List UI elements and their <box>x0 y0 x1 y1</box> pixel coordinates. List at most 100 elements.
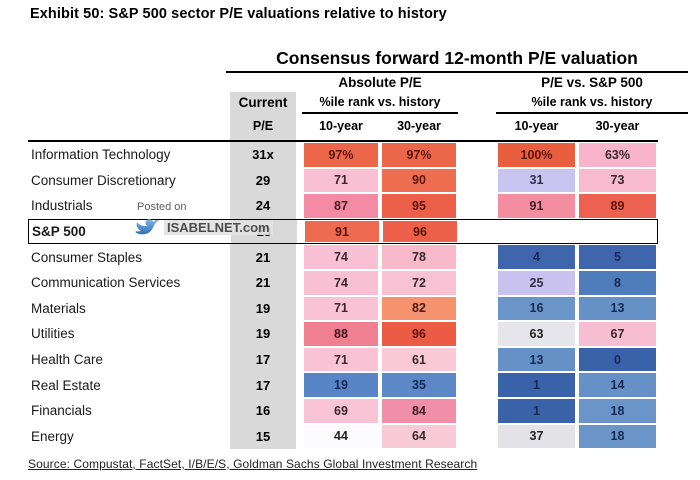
percentile-cell-abs-10y: 71 <box>304 168 378 193</box>
percentile-cell-rel-10y <box>499 220 576 243</box>
percentile-cell-abs-30y: 96 <box>382 322 456 346</box>
percentile-cell-rel-30y: 0 <box>579 347 656 372</box>
table-row: Communication Services 21 74 72 25 8 <box>28 269 658 296</box>
column-spacer <box>458 398 496 424</box>
percentile-cell-abs-30y: 78 <box>382 245 456 269</box>
column-spacer <box>458 270 496 296</box>
percentile-rank-header-absolute: %ile rank vs. history <box>302 95 458 114</box>
sector-label: Information Technology <box>31 147 171 163</box>
percentile-cell-abs-10y: 74 <box>304 245 378 269</box>
percentile-cell-abs-10y: 19 <box>304 373 378 397</box>
current-pe-value: 19 <box>230 321 296 347</box>
current-pe-value: 19 <box>230 295 296 322</box>
current-pe-header-line1: Current <box>238 95 288 110</box>
percentile-cell-rel-30y: 73 <box>579 168 656 193</box>
sector-label: Consumer Discretionary <box>31 172 176 188</box>
current-pe-value: 21 <box>230 244 296 270</box>
percentile-cell-rel-30y: 63% <box>579 143 656 167</box>
sector-label: Communication Services <box>31 275 181 291</box>
percentile-cell-rel-30y: 67 <box>579 322 656 346</box>
current-pe-value: 15 <box>230 423 296 450</box>
column-spacer <box>296 142 302 168</box>
column-header-rel-30-year: 30-year <box>595 119 640 133</box>
current-pe-value: 31x <box>230 142 296 168</box>
sector-label: Industrials <box>31 198 93 214</box>
table-row: Energy 15 44 64 37 18 <box>28 423 658 450</box>
sector-label: Financials <box>31 403 92 419</box>
column-spacer <box>297 220 303 244</box>
sector-label: Consumer Staples <box>31 249 143 265</box>
column-spacer <box>296 424 302 450</box>
table-row: Utilities 19 88 96 63 67 <box>28 321 658 347</box>
sector-label: Energy <box>31 428 74 444</box>
percentile-cell-rel-10y: 4 <box>498 245 575 269</box>
watermark-posted-on: Posted on <box>137 201 187 213</box>
column-spacer <box>296 270 302 296</box>
percentile-cell-abs-10y: 87 <box>304 194 378 218</box>
percentile-cell-rel-30y: 18 <box>579 398 656 423</box>
percentile-cell-abs-10y: 71 <box>304 296 378 321</box>
percentile-cell-abs-10y: 74 <box>304 270 378 295</box>
column-spacer <box>458 321 496 347</box>
percentile-cell-rel-30y: 8 <box>579 270 656 295</box>
percentile-cell-rel-30y: 5 <box>579 245 656 269</box>
column-spacer <box>296 321 302 347</box>
percentile-cell-rel-30y: 18 <box>579 424 656 449</box>
percentile-cell-abs-30y: 61 <box>382 347 456 372</box>
percentile-rank-header-relative: %ile rank vs. history <box>496 95 688 114</box>
current-pe-value: 29 <box>230 167 296 194</box>
exhibit-title: Exhibit 50: S&P 500 sector P/E valuation… <box>30 6 447 22</box>
column-spacer <box>296 398 302 424</box>
percentile-cell-abs-30y: 72 <box>382 270 456 295</box>
percentile-cell-rel-10y: 16 <box>498 296 575 321</box>
percentile-cell-rel-10y: 63 <box>498 322 575 346</box>
column-spacer <box>459 220 497 244</box>
sector-label: Materials <box>31 300 86 316</box>
watermark-site-label: ISABELNET.com <box>164 220 273 235</box>
percentile-cell-rel-10y: 31 <box>498 168 575 193</box>
percentile-cell-abs-30y: 97% <box>382 143 456 167</box>
sector-label: Utilities <box>31 326 75 342</box>
column-spacer <box>296 244 302 270</box>
column-spacer <box>458 424 496 450</box>
percentile-cell-abs-30y: 84 <box>382 398 456 423</box>
column-spacer <box>458 244 496 270</box>
percentile-cell-rel-10y: 25 <box>498 270 575 295</box>
current-pe-column-background <box>230 92 296 140</box>
column-spacer <box>296 168 302 194</box>
current-pe-value: 17 <box>230 346 296 373</box>
table-row: Consumer Discretionary 29 71 90 31 73 <box>28 167 658 194</box>
column-spacer <box>458 142 496 168</box>
percentile-cell-abs-10y: 71 <box>304 347 378 372</box>
percentile-cell-abs-30y: 90 <box>382 168 456 193</box>
percentile-cell-abs-10y: 44 <box>304 424 378 449</box>
table-rows: Information Technology 31x 97% 97% 100% … <box>28 140 658 450</box>
column-header-abs-30-year: 30-year <box>397 119 441 133</box>
sector-label: Real Estate <box>31 377 101 393</box>
table-row: Financials 16 69 84 1 18 <box>28 397 658 424</box>
column-spacer <box>458 296 496 322</box>
percentile-cell-rel-10y: 37 <box>498 424 575 449</box>
table-row: S&P 500 23 91 96 <box>28 218 658 245</box>
table-row: Materials 19 71 82 16 13 <box>28 295 658 322</box>
current-pe-value: 16 <box>230 397 296 424</box>
column-header-rel-10-year: 10-year <box>514 119 559 133</box>
column-spacer <box>458 193 496 219</box>
percentile-cell-abs-10y: 88 <box>304 322 378 346</box>
percentile-cell-rel-30y: 14 <box>579 373 656 397</box>
percentile-cell-abs-30y: 82 <box>382 296 456 321</box>
bird-icon <box>134 217 162 238</box>
table-row: Industrials 24 87 95 91 89 <box>28 193 658 219</box>
percentile-cell-abs-30y: 95 <box>382 194 456 218</box>
table-subtitle: Consensus forward 12-month P/E valuation <box>226 48 688 73</box>
column-spacer <box>296 372 302 398</box>
current-pe-header-line2: P/E <box>252 119 274 133</box>
percentile-cell-rel-30y: 89 <box>579 194 656 218</box>
percentile-cell-rel-10y: 13 <box>498 347 575 372</box>
sector-label: S&P 500 <box>32 224 86 240</box>
percentile-cell-abs-10y: 91 <box>305 220 379 243</box>
sector-label: Health Care <box>31 352 104 368</box>
table-row: Information Technology 31x 97% 97% 100% … <box>28 142 658 168</box>
column-spacer <box>296 193 302 219</box>
group-header-absolute-pe: Absolute P/E <box>338 75 422 90</box>
